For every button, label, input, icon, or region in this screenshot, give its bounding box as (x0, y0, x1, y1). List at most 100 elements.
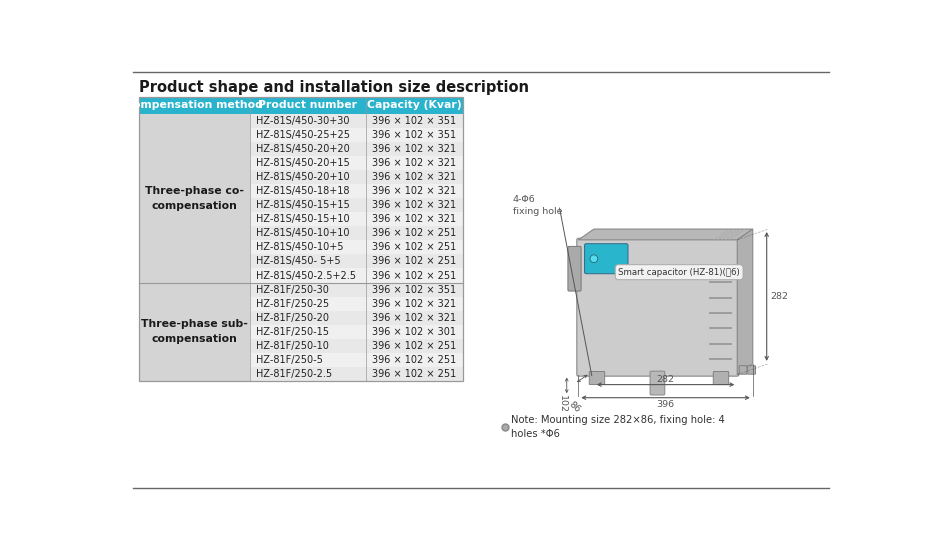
Bar (250, 255, 366, 269)
Text: HZ-81F/250-15: HZ-81F/250-15 (256, 326, 329, 336)
Bar (250, 282, 366, 296)
Polygon shape (579, 229, 753, 240)
Text: HZ-81S/450-30+30: HZ-81S/450-30+30 (256, 117, 350, 127)
Text: HZ-81F/250-10: HZ-81F/250-10 (256, 341, 329, 351)
FancyBboxPatch shape (650, 371, 665, 395)
Bar (366, 199, 462, 213)
Text: Note: Mounting size 282×86, fixing hole: 4
holes *Φ6: Note: Mounting size 282×86, fixing hole:… (511, 415, 725, 439)
Text: HZ-81S/450-20+20: HZ-81S/450-20+20 (256, 144, 350, 154)
Text: 282: 282 (657, 375, 674, 384)
FancyBboxPatch shape (584, 244, 628, 274)
Bar (366, 97, 462, 114)
Text: Product shape and installation size description: Product shape and installation size desc… (139, 80, 529, 95)
Text: 396 × 102 × 321: 396 × 102 × 321 (372, 144, 457, 154)
Text: Compensation method: Compensation method (126, 100, 264, 110)
Text: 396 × 102 × 251: 396 × 102 × 251 (372, 270, 457, 280)
Bar (366, 311, 462, 325)
Bar (366, 325, 462, 339)
Bar (139, 97, 250, 114)
Bar (366, 352, 462, 367)
FancyBboxPatch shape (713, 371, 729, 385)
Bar (366, 269, 462, 282)
Text: Three-phase sub-
compensation: Three-phase sub- compensation (141, 319, 248, 344)
Bar (366, 240, 462, 255)
Bar (250, 352, 366, 367)
FancyBboxPatch shape (577, 238, 739, 376)
Text: Smart capacitor (HZ-81)(图6): Smart capacitor (HZ-81)(图6) (618, 268, 740, 277)
Text: Product number: Product number (258, 100, 357, 110)
Text: 396 × 102 × 251: 396 × 102 × 251 (372, 229, 457, 239)
Bar (250, 114, 366, 128)
Text: 396 × 102 × 251: 396 × 102 × 251 (372, 355, 457, 365)
Bar (366, 157, 462, 170)
Text: HZ-81S/450-20+10: HZ-81S/450-20+10 (256, 173, 350, 183)
Text: HZ-81F/250-20: HZ-81F/250-20 (256, 312, 329, 322)
Circle shape (590, 255, 598, 263)
Bar (250, 128, 366, 143)
Bar (366, 143, 462, 157)
Text: 86: 86 (567, 400, 582, 414)
Bar (366, 226, 462, 240)
Bar (139, 282, 250, 381)
Bar (250, 325, 366, 339)
Text: HZ-81F/250-30: HZ-81F/250-30 (256, 285, 329, 295)
Bar (250, 97, 366, 114)
Bar (250, 143, 366, 157)
Text: 396 × 102 × 321: 396 × 102 × 321 (372, 173, 457, 183)
FancyBboxPatch shape (589, 371, 605, 385)
Text: 396 × 102 × 251: 396 × 102 × 251 (372, 369, 457, 379)
Polygon shape (737, 229, 753, 375)
Text: 4-Φ6
fixing hole: 4-Φ6 fixing hole (512, 195, 562, 215)
Text: HZ-81S/450-10+10: HZ-81S/450-10+10 (256, 229, 350, 239)
Bar (250, 311, 366, 325)
Text: HZ-81S/450- 5+5: HZ-81S/450- 5+5 (256, 256, 340, 266)
Text: 396 × 102 × 351: 396 × 102 × 351 (372, 117, 457, 127)
Bar (366, 282, 462, 296)
Text: 396 × 102 × 251: 396 × 102 × 251 (372, 243, 457, 253)
Bar (366, 128, 462, 143)
Bar (250, 226, 366, 240)
Text: 396 × 102 × 321: 396 × 102 × 321 (372, 214, 457, 224)
Bar (366, 339, 462, 352)
Bar (366, 114, 462, 128)
Bar (366, 170, 462, 184)
Text: Three-phase co-
compensation: Three-phase co- compensation (144, 186, 244, 211)
Bar (250, 157, 366, 170)
Text: HZ-81S/450-15+10: HZ-81S/450-15+10 (256, 214, 350, 224)
Bar (250, 184, 366, 199)
Text: HZ-81S/450-18+18: HZ-81S/450-18+18 (256, 186, 350, 196)
Bar (250, 367, 366, 381)
Bar (366, 296, 462, 311)
Text: 396 × 102 × 321: 396 × 102 × 321 (372, 312, 457, 322)
Text: 396 × 102 × 321: 396 × 102 × 321 (372, 200, 457, 210)
Bar (250, 339, 366, 352)
Text: 396 × 102 × 251: 396 × 102 × 251 (372, 256, 457, 266)
Text: 396 × 102 × 351: 396 × 102 × 351 (372, 130, 457, 140)
Text: HZ-81F/250-2.5: HZ-81F/250-2.5 (256, 369, 332, 379)
Bar (250, 170, 366, 184)
Text: 396: 396 (657, 400, 674, 409)
Text: 396 × 102 × 351: 396 × 102 × 351 (372, 285, 457, 295)
Bar (250, 199, 366, 213)
Bar (250, 269, 366, 282)
Text: HZ-81S/450-2.5+2.5: HZ-81S/450-2.5+2.5 (256, 270, 356, 280)
Bar (366, 184, 462, 199)
Bar (139, 114, 250, 282)
FancyBboxPatch shape (567, 246, 581, 291)
Text: HZ-81S/450-20+15: HZ-81S/450-20+15 (256, 158, 350, 168)
Text: 282: 282 (770, 292, 788, 301)
Bar (366, 213, 462, 226)
Text: 102: 102 (558, 395, 567, 413)
Bar (250, 240, 366, 255)
Text: 396 × 102 × 301: 396 × 102 × 301 (372, 326, 456, 336)
Text: 396 × 102 × 321: 396 × 102 × 321 (372, 186, 457, 196)
Text: HZ-81S/450-25+25: HZ-81S/450-25+25 (256, 130, 350, 140)
Text: HZ-81S/450-15+15: HZ-81S/450-15+15 (256, 200, 350, 210)
Bar (250, 296, 366, 311)
Text: HZ-81F/250-5: HZ-81F/250-5 (256, 355, 323, 365)
Text: 396 × 102 × 251: 396 × 102 × 251 (372, 341, 457, 351)
Text: HZ-81F/250-25: HZ-81F/250-25 (256, 299, 329, 309)
Text: 396 × 102 × 321: 396 × 102 × 321 (372, 299, 457, 309)
Bar (139, 97, 462, 381)
FancyBboxPatch shape (739, 366, 747, 374)
